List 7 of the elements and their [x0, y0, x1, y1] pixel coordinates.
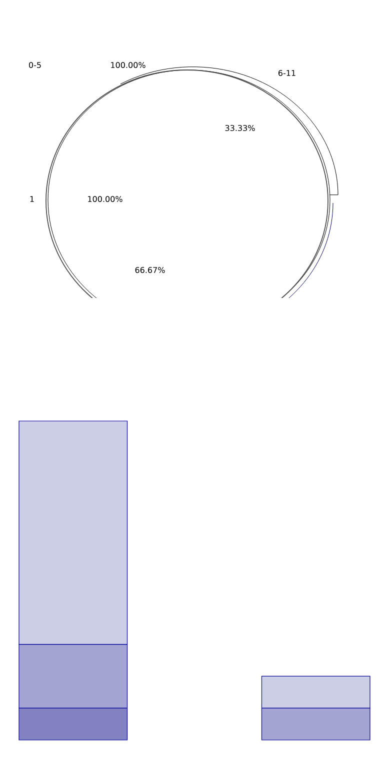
text: 33.33%	[225, 124, 255, 132]
text: 100.00%	[111, 62, 146, 68]
text: 66.67%	[135, 266, 165, 274]
text: 100.00%	[88, 196, 122, 202]
text: 0-5	[29, 62, 41, 68]
text: 6-11	[278, 70, 296, 76]
text: 1	[30, 196, 34, 202]
